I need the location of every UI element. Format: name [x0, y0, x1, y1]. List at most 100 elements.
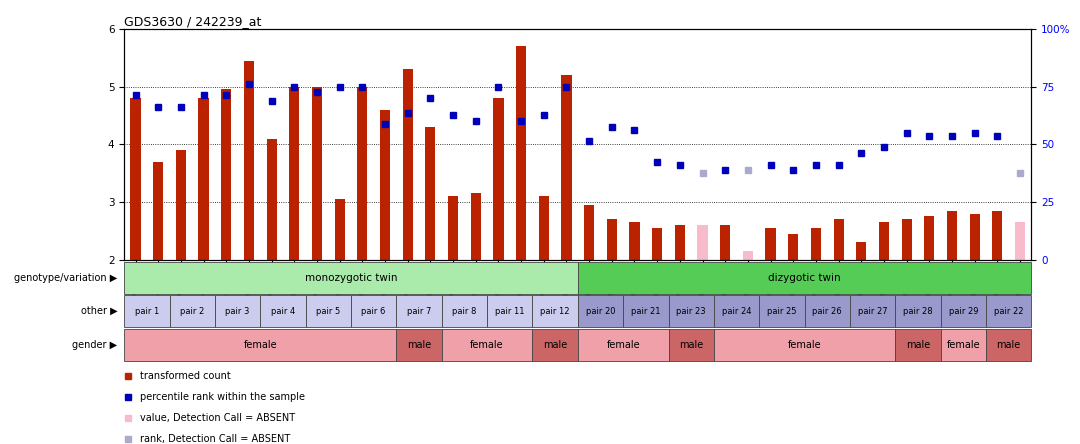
Bar: [351, 295, 396, 327]
Text: genotype/variation ▶: genotype/variation ▶: [14, 273, 118, 283]
Text: pair 24: pair 24: [721, 307, 752, 316]
Bar: [850, 295, 895, 327]
Text: pair 26: pair 26: [812, 307, 842, 316]
Bar: [879, 222, 889, 260]
Bar: [986, 295, 1031, 327]
Bar: [788, 234, 798, 260]
Bar: [170, 295, 215, 327]
Bar: [607, 219, 617, 260]
Text: rank, Detection Call = ABSENT: rank, Detection Call = ABSENT: [140, 434, 291, 444]
Text: pair 7: pair 7: [407, 307, 431, 316]
Text: female: female: [946, 340, 981, 349]
Bar: [993, 211, 1002, 260]
Bar: [630, 222, 639, 260]
Bar: [1015, 222, 1025, 260]
Bar: [834, 219, 843, 260]
Bar: [805, 295, 850, 327]
Bar: [743, 251, 753, 260]
Bar: [924, 217, 934, 260]
Text: pair 6: pair 6: [362, 307, 386, 316]
Bar: [675, 225, 685, 260]
Bar: [442, 295, 487, 327]
Text: pair 23: pair 23: [676, 307, 706, 316]
Text: monozygotic twin: monozygotic twin: [305, 273, 397, 283]
Bar: [532, 295, 578, 327]
Bar: [221, 89, 231, 260]
Text: pair 5: pair 5: [316, 307, 340, 316]
Bar: [403, 69, 413, 260]
Bar: [124, 262, 578, 294]
Text: value, Detection Call = ABSENT: value, Detection Call = ABSENT: [140, 412, 295, 423]
Text: pair 2: pair 2: [180, 307, 204, 316]
Text: pair 8: pair 8: [453, 307, 476, 316]
Text: transformed count: transformed count: [140, 370, 231, 381]
Bar: [759, 295, 805, 327]
Text: dizygotic twin: dizygotic twin: [768, 273, 841, 283]
Bar: [652, 228, 662, 260]
Bar: [766, 228, 775, 260]
Bar: [442, 329, 532, 361]
Bar: [131, 98, 140, 260]
Bar: [578, 329, 669, 361]
Text: female: female: [787, 340, 822, 349]
Text: female: female: [470, 340, 504, 349]
Bar: [176, 150, 186, 260]
Text: female: female: [606, 340, 640, 349]
Text: male: male: [407, 340, 431, 349]
Text: pair 22: pair 22: [994, 307, 1024, 316]
Bar: [811, 228, 821, 260]
Text: pair 29: pair 29: [948, 307, 978, 316]
Text: pair 28: pair 28: [903, 307, 933, 316]
Bar: [714, 295, 759, 327]
Text: male: male: [997, 340, 1021, 349]
Bar: [396, 329, 442, 361]
Bar: [396, 295, 442, 327]
Bar: [199, 98, 208, 260]
Bar: [947, 211, 957, 260]
Bar: [856, 242, 866, 260]
Bar: [153, 162, 163, 260]
Bar: [895, 329, 941, 361]
Bar: [494, 98, 503, 260]
Bar: [623, 295, 669, 327]
Bar: [335, 199, 345, 260]
Bar: [902, 219, 912, 260]
Bar: [487, 295, 532, 327]
Bar: [584, 205, 594, 260]
Bar: [124, 295, 170, 327]
Bar: [124, 329, 396, 361]
Bar: [895, 295, 941, 327]
Bar: [516, 46, 526, 260]
Bar: [380, 110, 390, 260]
Bar: [244, 60, 254, 260]
Bar: [215, 295, 260, 327]
Text: female: female: [243, 340, 278, 349]
Text: male: male: [543, 340, 567, 349]
Bar: [539, 196, 549, 260]
Bar: [714, 329, 895, 361]
Bar: [267, 139, 276, 260]
Bar: [426, 127, 435, 260]
Bar: [669, 295, 714, 327]
Text: pair 4: pair 4: [271, 307, 295, 316]
Bar: [698, 225, 707, 260]
Bar: [578, 262, 1031, 294]
Text: pair 27: pair 27: [858, 307, 888, 316]
Bar: [578, 295, 623, 327]
Bar: [941, 329, 986, 361]
Text: pair 1: pair 1: [135, 307, 159, 316]
Bar: [562, 75, 571, 260]
Bar: [357, 87, 367, 260]
Text: pair 21: pair 21: [631, 307, 661, 316]
Bar: [532, 329, 578, 361]
Text: GDS3630 / 242239_at: GDS3630 / 242239_at: [124, 15, 261, 28]
Bar: [471, 194, 481, 260]
Text: pair 25: pair 25: [767, 307, 797, 316]
Text: male: male: [679, 340, 703, 349]
Text: percentile rank within the sample: percentile rank within the sample: [140, 392, 305, 402]
Bar: [669, 329, 714, 361]
Bar: [289, 87, 299, 260]
Bar: [941, 295, 986, 327]
Bar: [986, 329, 1031, 361]
Bar: [306, 295, 351, 327]
